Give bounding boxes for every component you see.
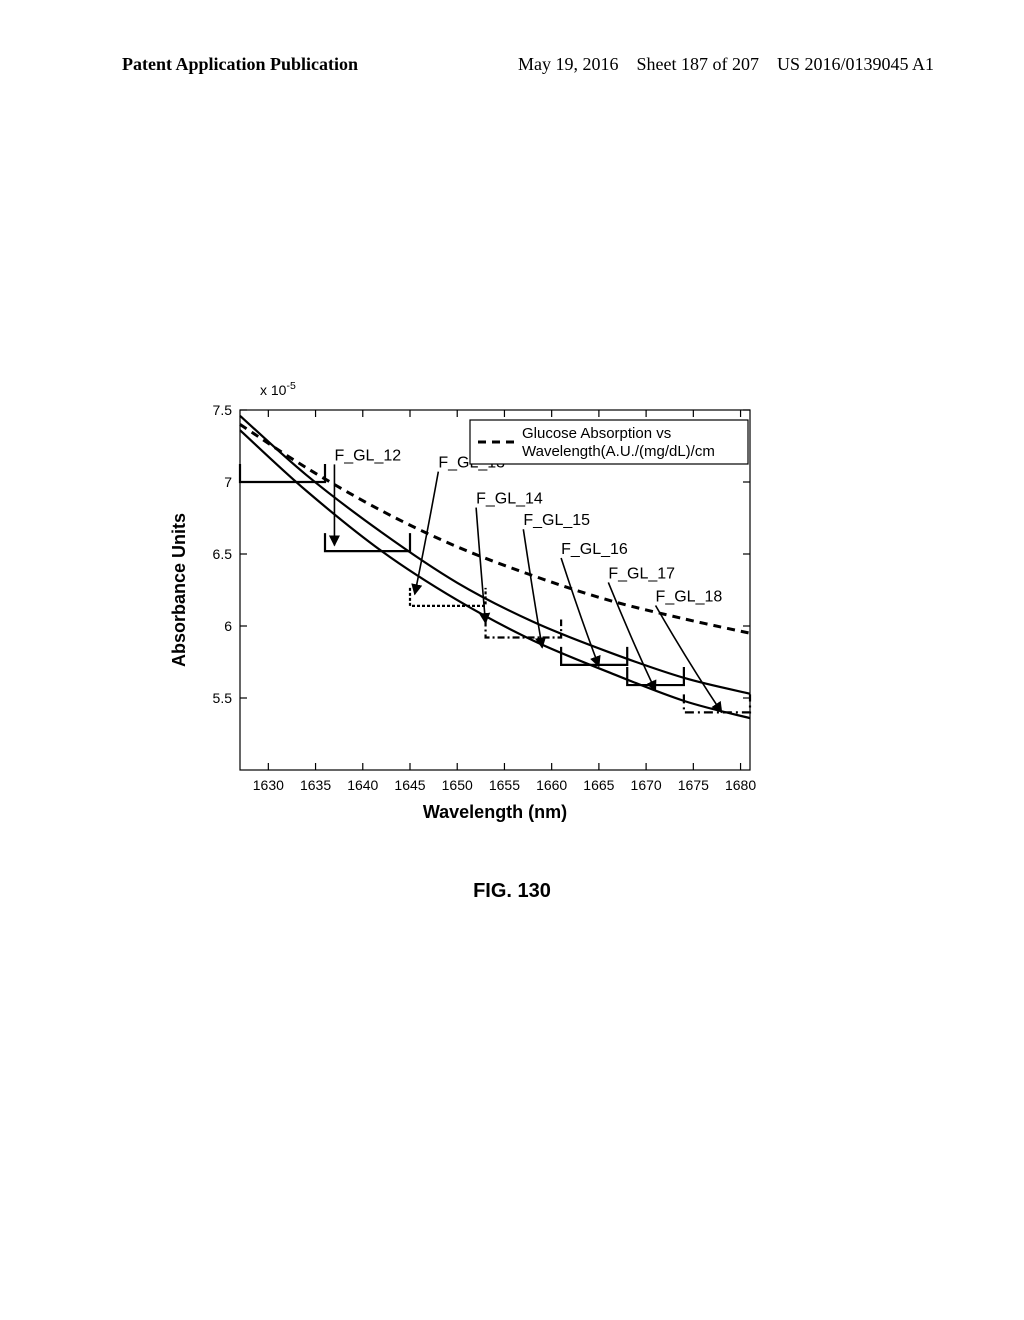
header-date: May 19, 2016 — [518, 54, 619, 74]
xtick-label: 1675 — [678, 777, 709, 793]
xtick-label: 1630 — [253, 777, 284, 793]
anno-F_GL_15: F_GL_15 — [523, 512, 590, 529]
header-right: May 19, 2016 Sheet 187 of 207 US 2016/01… — [518, 54, 934, 75]
page: Patent Application Publication May 19, 2… — [0, 0, 1024, 1320]
xtick-label: 1645 — [394, 777, 425, 793]
xtick-label: 1670 — [631, 777, 662, 793]
leader-F_GL_13 — [415, 472, 439, 595]
anno-F_GL_17: F_GL_17 — [608, 565, 675, 582]
xtick-label: 1655 — [489, 777, 520, 793]
anno-F_GL_14: F_GL_14 — [476, 491, 543, 508]
anno-F_GL_18: F_GL_18 — [656, 589, 723, 606]
legend-text-1: Glucose Absorption vs — [522, 425, 671, 442]
leader-F_GL_18 — [656, 606, 722, 713]
anno-F_GL_16: F_GL_16 — [561, 541, 628, 558]
x-axis-label: Wavelength (nm) — [423, 802, 567, 822]
xtick-label: 1660 — [536, 777, 567, 793]
legend-text-2: Wavelength(A.U./(mg/dL)/cm — [522, 443, 715, 460]
header-docket: US 2016/0139045 A1 — [777, 54, 934, 74]
anno-F_GL_12: F_GL_12 — [334, 447, 401, 464]
segment-s14 — [410, 588, 486, 606]
leader-F_GL_16 — [561, 558, 599, 666]
ytick-label: 6 — [224, 618, 232, 634]
ytick-label: 7 — [224, 474, 232, 490]
exponent-label: x 10-5 — [260, 380, 296, 398]
header-sheet: Sheet 187 of 207 — [636, 54, 758, 74]
ytick-label: 6.5 — [213, 546, 233, 562]
chart-area: x 10-5 5.5 6 6.5 7 7.5 1630 1635 1640 1645 1650 165… — [150, 380, 760, 850]
ytick-label: 7.5 — [213, 402, 233, 418]
header-left: Patent Application Publication — [122, 54, 358, 75]
xtick-label: 1665 — [583, 777, 614, 793]
y-axis-label: Absorbance Units — [169, 513, 189, 667]
chart-svg: x 10-5 5.5 6 6.5 7 7.5 1630 1635 1640 1645 1650 165… — [150, 380, 760, 850]
leader-F_GL_15 — [523, 529, 542, 647]
xtick-label: 1640 — [347, 777, 378, 793]
xtick-label: 1635 — [300, 777, 331, 793]
xtick-label: 1680 — [725, 777, 756, 793]
xtick-label: 1650 — [442, 777, 473, 793]
figure-caption: FIG. 130 — [0, 880, 1024, 903]
ytick-label: 5.5 — [213, 690, 233, 706]
